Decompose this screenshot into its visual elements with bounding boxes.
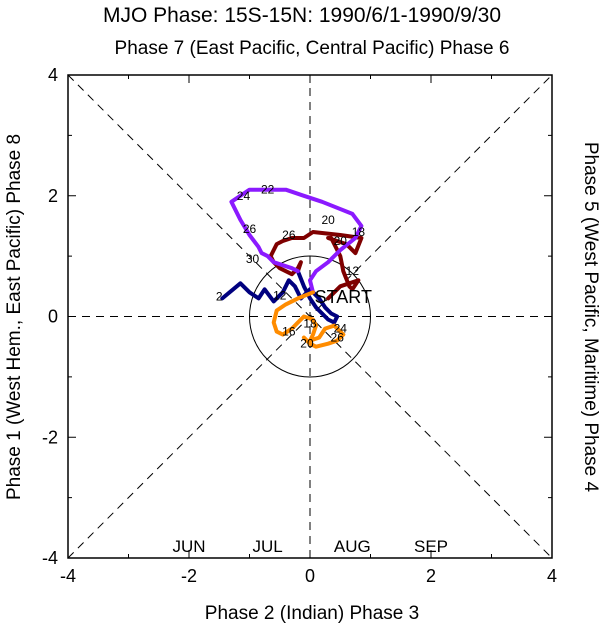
series-line-sep bbox=[271, 290, 346, 349]
series-line-jun bbox=[268, 230, 364, 301]
day-label-jul: 12 bbox=[273, 288, 287, 302]
x-tick-label: -2 bbox=[181, 566, 197, 586]
unit-circle bbox=[249, 255, 371, 378]
left-axis-label: Phase 1 (West Hem., East Pacific) Phase … bbox=[4, 134, 25, 500]
day-label-sep: 26 bbox=[331, 331, 345, 345]
x-tick-label: -4 bbox=[60, 566, 76, 586]
y-tick-label: 2 bbox=[48, 186, 58, 206]
y-tick-label: 0 bbox=[48, 307, 58, 327]
x-axis-label: Phase 2 (Indian) Phase 3 bbox=[205, 603, 419, 624]
top-axis-label: Phase 7 (East Pacific, Central Pacific) … bbox=[115, 38, 510, 59]
legend-sep: SEP bbox=[414, 537, 448, 556]
day-label-sep: 16 bbox=[282, 325, 296, 339]
day-label-sep: 20 bbox=[300, 337, 314, 351]
x-tick-label: 4 bbox=[547, 566, 557, 586]
day-label-aug: 24 bbox=[237, 189, 251, 203]
day-label-sep: 24 bbox=[334, 322, 348, 336]
y-tick-label: -4 bbox=[42, 548, 58, 568]
day-label-aug: 26 bbox=[243, 222, 257, 236]
day-label-jun: 20 bbox=[334, 234, 348, 248]
series-line-aug bbox=[229, 187, 364, 295]
legend-jun: JUN bbox=[172, 537, 205, 556]
day-label-aug: 22 bbox=[261, 183, 275, 197]
day-label-jun: 12 bbox=[346, 264, 360, 278]
legend-aug: AUG bbox=[334, 537, 371, 556]
y-tick-label: -2 bbox=[42, 427, 58, 447]
day-label-aug: 18 bbox=[352, 225, 366, 239]
day-label-jun: 26 bbox=[282, 228, 296, 242]
chart-title: MJO Phase: 15S-15N: 1990/6/1-1990/9/30 bbox=[103, 4, 501, 27]
day-label-jun: 30 bbox=[246, 252, 260, 266]
x-tick-label: 2 bbox=[426, 566, 436, 586]
day-label-jul: 2 bbox=[216, 290, 223, 304]
series-line-jul bbox=[220, 269, 340, 325]
day-label-sep: 18 bbox=[303, 317, 317, 331]
x-tick-label: 0 bbox=[305, 566, 315, 586]
right-axis-label: Phase 5 (West Pacific, Maritime) Phase 4 bbox=[580, 142, 601, 493]
y-tick-label: 4 bbox=[48, 65, 58, 85]
start-label: START bbox=[315, 287, 372, 307]
day-label-aug: 20 bbox=[321, 213, 335, 227]
legend-jul: JUL bbox=[253, 537, 283, 556]
